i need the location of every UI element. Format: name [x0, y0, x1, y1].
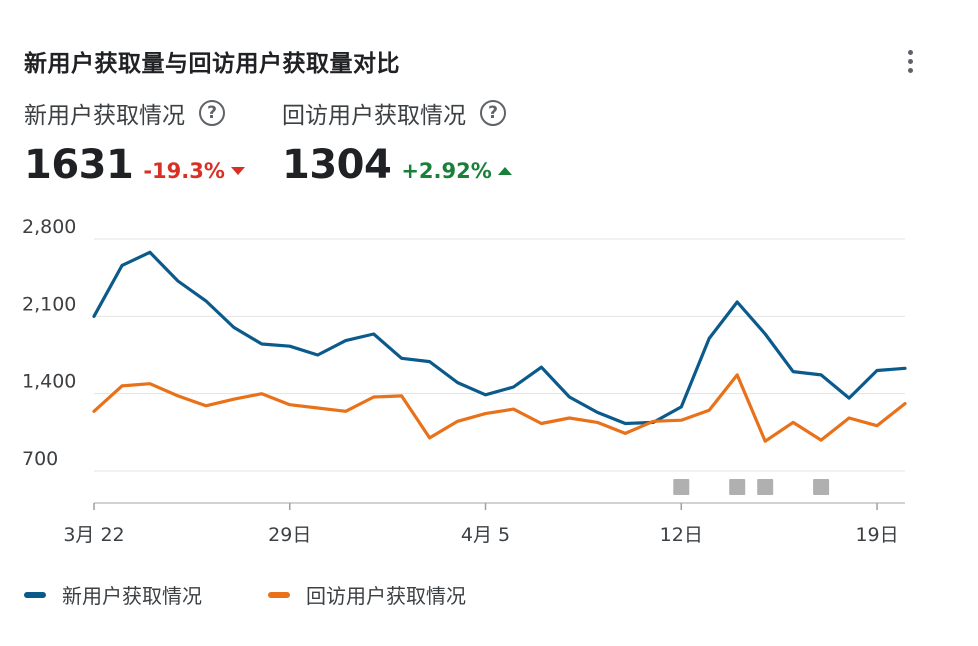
- annotation-marker: [757, 479, 774, 495]
- arrow-up-icon: [497, 167, 512, 175]
- legend-swatch: [24, 591, 46, 598]
- help-icon[interactable]: ?: [199, 100, 225, 126]
- metric-delta-text: -19.3%: [143, 159, 225, 183]
- legend-label: 回访用户获取情况: [306, 584, 466, 608]
- series-line-new-users: [92, 250, 907, 426]
- more-vert-icon[interactable]: [896, 50, 924, 82]
- x-tick-label: 29日: [268, 524, 311, 546]
- legend-label: 新用户获取情况: [62, 584, 202, 608]
- x-tick-label: 12日: [660, 524, 703, 546]
- metric-value-row: 1304 +2.92%: [282, 142, 512, 188]
- metric-delta: +2.92%: [401, 159, 512, 183]
- y-tick-label: 2,100: [22, 293, 76, 315]
- annotation-marker: [813, 479, 830, 495]
- card-title: 新用户获取量与回访用户获取量对比: [24, 51, 400, 77]
- metric-label: 回访用户获取情况: [282, 103, 466, 129]
- legend-swatch: [268, 591, 290, 598]
- y-tick-label: 2,800: [22, 216, 76, 238]
- metric-value: 1304: [282, 142, 392, 188]
- metric-label-wrap: 新用户获取情况 ?: [24, 96, 245, 130]
- line-chart[interactable]: 700 1,400 2,100 2,800 3月 22 29日 4月 5 12日 19日: [0, 200, 978, 560]
- metric-label: 新用户获取情况: [24, 103, 185, 129]
- arrow-down-icon: [230, 167, 245, 175]
- y-tick-label: 700: [22, 448, 58, 470]
- metric-delta: -19.3%: [143, 159, 245, 183]
- annotation-marker: [673, 479, 690, 495]
- metric-value: 1631: [24, 142, 134, 188]
- y-tick-label: 1,400: [22, 371, 76, 393]
- metric-delta-text: +2.92%: [401, 159, 492, 183]
- metric-value-row: 1631 -19.3%: [24, 142, 245, 188]
- x-tick-label: 19日: [855, 524, 898, 546]
- annotation-marker: [729, 479, 746, 495]
- metric-new-users[interactable]: 新用户获取情况 ? 1631 -19.3%: [24, 96, 245, 188]
- x-tick-label: 4月 5: [461, 524, 510, 546]
- help-icon[interactable]: ?: [480, 100, 506, 126]
- metric-label-wrap: 回访用户获取情况 ?: [282, 96, 512, 130]
- legend-item-new-users[interactable]: 新用户获取情况: [24, 580, 202, 609]
- legend-item-returning-users[interactable]: 回访用户获取情况: [268, 580, 466, 609]
- x-tick-label: 3月 22: [63, 524, 124, 546]
- series-line-returning-users: [92, 373, 907, 443]
- metric-returning-users[interactable]: 回访用户获取情况 ? 1304 +2.92%: [282, 96, 512, 188]
